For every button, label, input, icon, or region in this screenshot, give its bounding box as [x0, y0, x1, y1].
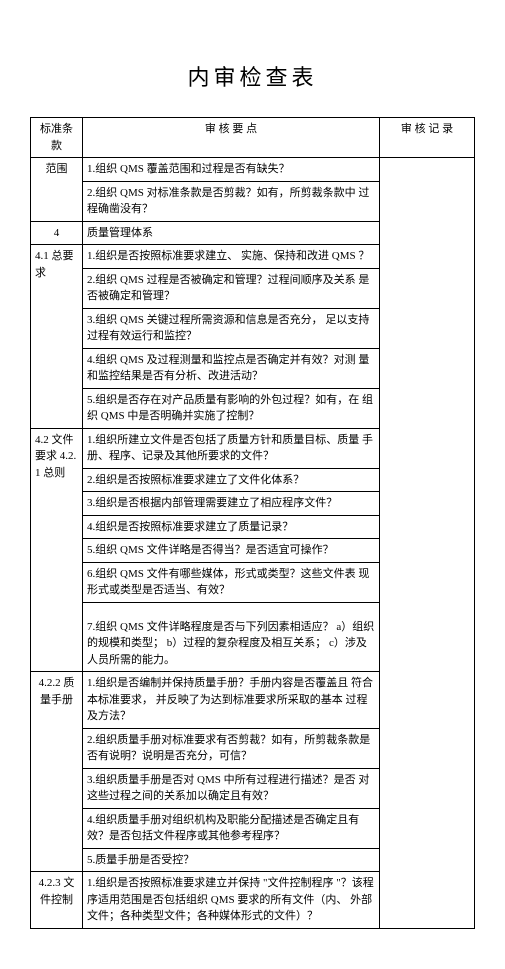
point-cell: 1.组织是否按照标准要求建立并保持 "文件控制程序 "？该程序适用范围是否包括组…: [83, 872, 380, 929]
clause-cell: 4: [31, 221, 83, 245]
clause-cell: 4.1 总要求: [31, 245, 83, 429]
point-cell: 2.组织是否按照标准要求建立了文件化体系？: [83, 468, 380, 492]
point-cell: 2.组织质量手册对标准要求有否剪裁？如有，所剪裁条款是否有说明？说明是否充分，可…: [83, 728, 380, 768]
point-cell: 质量管理体系: [83, 221, 380, 245]
clause-cell: 4.2.2 质量手册: [31, 672, 83, 872]
point-cell: 3.组织是否根据内部管理需要建立了相应程序文件？: [83, 492, 380, 516]
clause-cell: 4.2 文件要求 4.2.1 总则: [31, 428, 83, 672]
clause-cell: 范围: [31, 158, 83, 222]
point-cell: 4.组织 QMS 及过程测量和监控点是否确定并有效？对测 量和监控结果是否有分析…: [83, 348, 380, 388]
point-cell: 1.组织是否编制并保持质量手册？手册内容是否覆盖且 符合本标准要求， 并反映了为…: [83, 672, 380, 729]
record-cell: [380, 158, 475, 929]
point-cell: 1.组织所建立文件是否包括了质量方针和质量目标、质量 手册、程序、记录及其他所要…: [83, 428, 380, 468]
point-cell: 5.组织 QMS 文件详略是否得当？是否适宜可操作？: [83, 539, 380, 563]
clause-cell: 4.2.3 文件控制: [31, 872, 83, 929]
point-cell: 1.组织 QMS 覆盖范围和过程是否有缺失？: [83, 158, 380, 182]
point-cell: 4.组织质量手册对组织机构及职能分配描述是否确定且有效？是否包括文件程序或其他参…: [83, 808, 380, 848]
point-cell: 2.组织 QMS 对标准条款是否剪裁？如有，所剪裁条款中 过程确凿没有？: [83, 181, 380, 221]
table-row: 范围 1.组织 QMS 覆盖范围和过程是否有缺失？: [31, 158, 475, 182]
point-cell: 1.组织是否按照标准要求建立、 实施、保持和改进 QMS ？: [83, 245, 380, 269]
point-cell: 3.组织质量手册是否对 QMS 中所有过程进行描述？是否 对这些过程之间的关系加…: [83, 768, 380, 808]
point-cell: 6.组织 QMS 文件有哪些媒体，形式或类型？这些文件表 现形式或类型是否适当、…: [83, 562, 380, 602]
page-title: 内审检查表: [30, 60, 475, 92]
header-points: 审 核 要 点: [83, 118, 380, 158]
audit-table: 标准条款 审 核 要 点 审 核 记 录 范围 1.组织 QMS 覆盖范围和过程…: [30, 117, 475, 929]
header-records: 审 核 记 录: [380, 118, 475, 158]
point-cell: 2.组织 QMS 过程是否被确定和管理？过程间顺序及关系 是否被确定和管理？: [83, 268, 380, 308]
point-cell: 7.组织 QMS 文件详略程度是否与下列因素相适应？ a）组织的规模和类型； b…: [83, 602, 380, 672]
point-cell: 5.组织是否存在对产品质量有影响的外包过程？如有，在 组织 QMS 中是否明确并…: [83, 388, 380, 428]
point-cell: 4.组织是否按照标准要求建立了质量记录？: [83, 515, 380, 539]
header-clause: 标准条款: [31, 118, 83, 158]
point-cell: 5.质量手册是否受控？: [83, 848, 380, 872]
header-row: 标准条款 审 核 要 点 审 核 记 录: [31, 118, 475, 158]
point-cell: 3.组织 QMS 关键过程所需资源和信息是否充分， 足以支持过程有效运行和监控？: [83, 308, 380, 348]
